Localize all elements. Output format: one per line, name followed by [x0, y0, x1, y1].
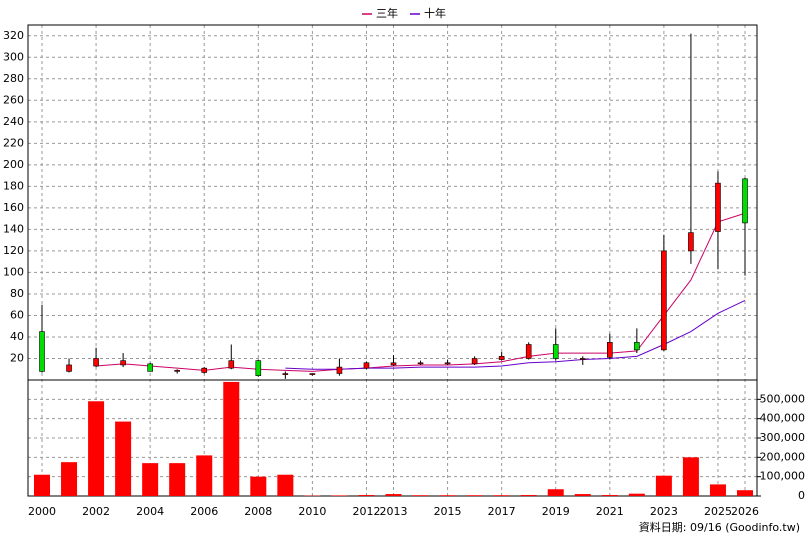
candle-body	[715, 182, 721, 232]
candle-body	[174, 370, 180, 372]
candle-body	[444, 362, 451, 365]
volume-bar	[142, 463, 159, 496]
volume-bar	[277, 474, 294, 496]
x-tick-label: 2002	[82, 505, 110, 518]
candle-body	[525, 344, 532, 359]
y2-tick-label: 100,000	[760, 470, 806, 483]
y-tick-label: 80	[10, 287, 24, 300]
y-tick-label: 140	[3, 222, 24, 235]
x-tick-label: 2000	[28, 505, 56, 518]
y2-tick-label: 400,000	[760, 412, 806, 425]
candle-body	[282, 373, 289, 375]
volume-bar	[34, 474, 50, 496]
volume-bar	[682, 457, 699, 496]
y2-tick-label: 300,000	[760, 431, 806, 444]
volume-bar	[223, 381, 240, 496]
candle-body	[742, 178, 748, 224]
candle-body	[607, 342, 613, 358]
x-tick-label: 2025	[704, 505, 732, 518]
volume-bar	[196, 455, 213, 496]
candle-body	[228, 360, 235, 369]
x-tick-label: 2019	[542, 505, 570, 518]
y-tick-label: 160	[3, 201, 24, 214]
x-tick-label: 2015	[434, 505, 462, 518]
candle-body	[363, 362, 370, 369]
ma-line	[285, 299, 746, 370]
volume-bar	[466, 495, 483, 496]
y-tick-label: 120	[3, 244, 24, 257]
x-tick-label: 2008	[244, 505, 272, 518]
x-tick-label: 2017	[488, 505, 516, 518]
y-tick-label: 60	[10, 308, 24, 321]
volume-bar	[709, 484, 726, 496]
y-tick-label: 320	[3, 29, 24, 42]
volume-bar	[520, 495, 537, 496]
x-tick-label: 2006	[190, 505, 218, 518]
volume-bar	[250, 476, 267, 496]
x-tick-label: 2021	[596, 505, 624, 518]
legend-label: 三年	[376, 6, 398, 20]
x-tick-label: 2023	[650, 505, 678, 518]
x-tick-label: 2010	[298, 505, 326, 518]
volume-bar	[358, 495, 375, 496]
volume-bar	[412, 495, 429, 496]
candle-body	[661, 250, 667, 351]
y-tick-label: 300	[3, 50, 24, 63]
volume-bar	[547, 489, 564, 496]
candle-body	[634, 342, 640, 351]
volume-bar	[737, 490, 753, 496]
candle-body	[688, 232, 694, 252]
candle-body	[147, 363, 153, 372]
candle-body	[552, 344, 559, 359]
candle-body	[93, 358, 99, 367]
y-tick-label: 280	[3, 72, 24, 85]
candle-body	[498, 356, 505, 360]
y-tick-label: 100	[3, 265, 24, 278]
volume-bar	[628, 493, 645, 496]
y2-tick-label: 0	[798, 489, 805, 502]
candle-body	[417, 362, 424, 365]
y-tick-label: 180	[3, 179, 24, 192]
volume-bar	[169, 463, 186, 496]
volume-bar	[439, 495, 456, 496]
x-tick-label: 2012	[352, 505, 380, 518]
y-tick-label: 240	[3, 115, 24, 128]
y2-tick-label: 500,000	[760, 392, 806, 405]
volume-bar	[115, 421, 132, 496]
y-tick-label: 220	[3, 136, 24, 149]
candle-body	[309, 373, 316, 375]
candle-body	[120, 360, 126, 366]
volume-bar	[655, 475, 672, 496]
volume-bar	[493, 495, 510, 496]
volume-bar	[61, 462, 78, 496]
candle-body	[39, 331, 45, 372]
candle-body	[390, 362, 397, 366]
candle-body	[255, 360, 262, 376]
legend-label: 十年	[424, 6, 446, 20]
candle-body	[66, 364, 72, 372]
x-tick-label: 2013	[380, 505, 408, 518]
footer: 資料日期: 09/16 (Goodinfo.tw)	[639, 520, 800, 534]
x-tick-label: 2004	[136, 505, 164, 518]
x-tick-label: 2026	[731, 505, 759, 518]
volume-bar	[331, 495, 348, 496]
ma-line	[96, 212, 746, 372]
volume-bar	[385, 494, 402, 496]
candle-body	[579, 358, 586, 360]
y-tick-label: 260	[3, 93, 24, 106]
y2-tick-label: 200,000	[760, 450, 806, 463]
y-tick-label: 40	[10, 330, 24, 343]
volume-bar	[88, 401, 105, 496]
y-tick-label: 200	[3, 158, 24, 171]
candle-body	[471, 358, 478, 365]
volume-bar	[574, 494, 591, 496]
candle-body	[201, 367, 208, 373]
candle-body	[336, 366, 343, 374]
y-tick-label: 20	[10, 351, 24, 364]
plot-frame	[27, 24, 758, 497]
volume-bar	[601, 495, 618, 496]
